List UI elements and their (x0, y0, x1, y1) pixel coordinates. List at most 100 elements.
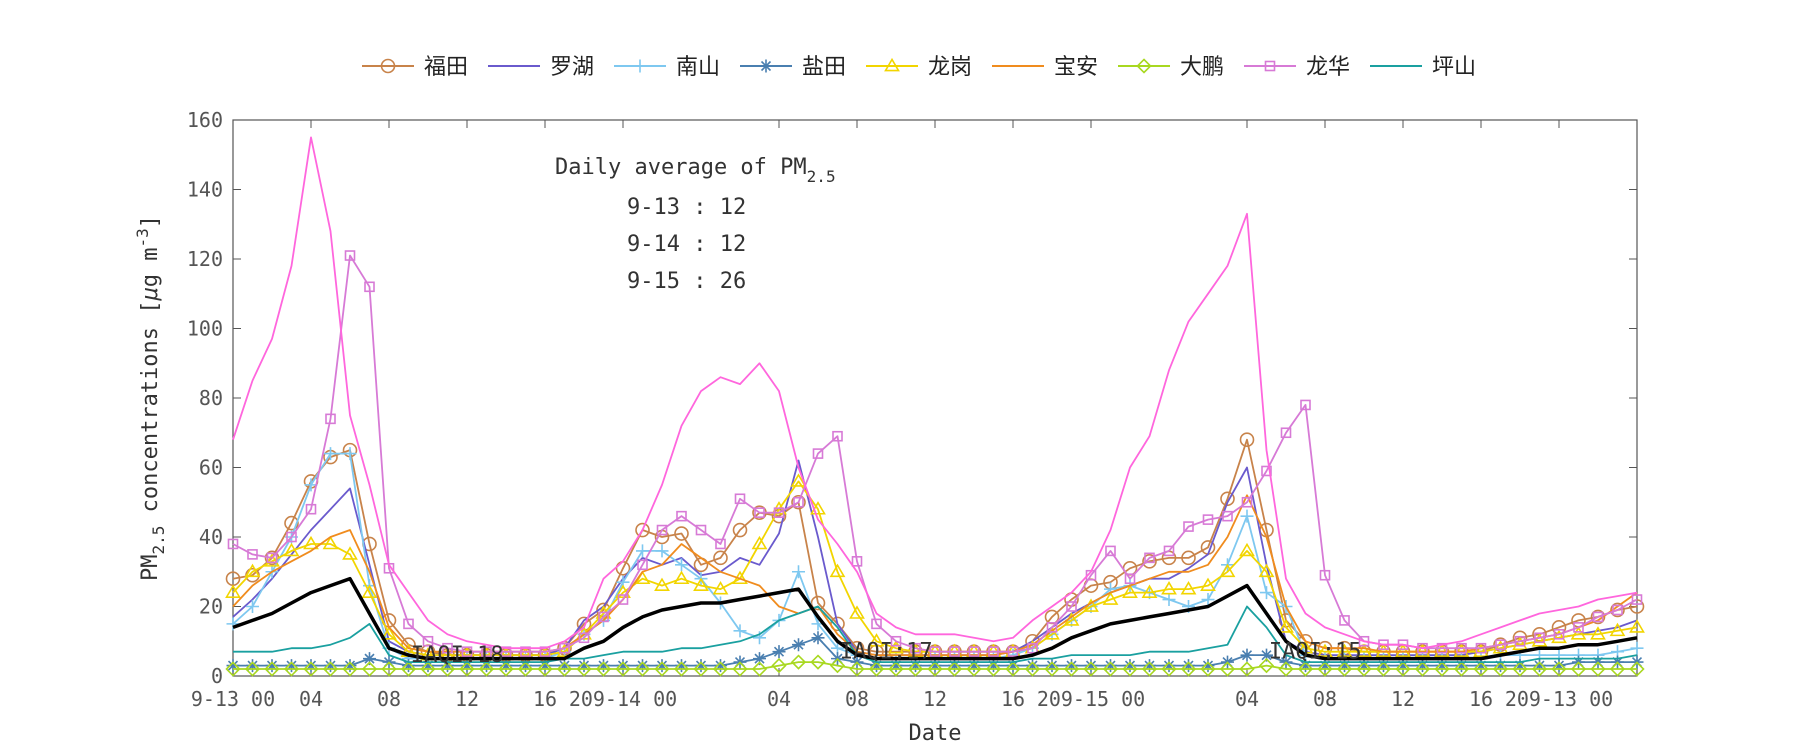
annotation-line-3: 9-15 : 26 (627, 269, 746, 294)
data-point (615, 661, 631, 677)
data-point (811, 631, 825, 645)
data-point (1319, 569, 1331, 581)
data-point (266, 552, 278, 564)
data-point (498, 661, 514, 677)
data-point (324, 659, 337, 673)
data-point (1044, 661, 1060, 677)
data-point (1592, 611, 1604, 623)
data-point (1570, 626, 1587, 640)
legend-item: 龙岗 (866, 55, 972, 80)
data-point (675, 558, 688, 572)
data-point (1141, 584, 1158, 598)
data-point (537, 661, 553, 677)
data-point (361, 584, 378, 598)
data-point (967, 659, 981, 673)
data-point (1297, 661, 1314, 677)
data-point (655, 544, 669, 558)
data-point (1200, 661, 1216, 677)
data-point (1534, 632, 1545, 644)
data-point (829, 563, 846, 578)
data-point (1239, 542, 1255, 557)
data-point (1512, 636, 1528, 651)
data-point (1105, 545, 1116, 557)
data-point (1339, 615, 1350, 626)
data-point (225, 661, 241, 677)
data-point (635, 522, 650, 538)
y-tick-label: 60 (199, 456, 223, 480)
iaqi-label: IAQI:15 (1269, 640, 1362, 665)
data-point (1629, 619, 1645, 633)
data-point (1551, 629, 1567, 644)
data-point (849, 661, 865, 677)
data-point (637, 559, 648, 571)
legend-label: 大鹏 (1180, 55, 1224, 80)
data-point (1357, 659, 1371, 673)
data-point (1590, 661, 1606, 677)
data-point (751, 535, 768, 550)
data-point (1434, 661, 1450, 677)
data-point (693, 661, 709, 677)
data-point (1375, 661, 1392, 677)
data-point (1473, 661, 1489, 677)
data-point (461, 646, 473, 657)
legend-marker (884, 57, 900, 72)
data-point (595, 661, 612, 677)
data-point (868, 661, 885, 677)
data-point (322, 661, 339, 677)
data-point (929, 646, 941, 657)
data-point (1318, 659, 1332, 673)
x-tick-label: 04 (767, 687, 791, 711)
legend-item: 大鹏 (1118, 55, 1224, 80)
data-point (283, 661, 300, 677)
iaqi-label: IAQI:18 (411, 643, 504, 668)
legend-item: 坪山 (1370, 55, 1476, 80)
data-point (285, 659, 298, 673)
legend-marker (633, 59, 647, 73)
data-point (1260, 586, 1273, 600)
data-point (1239, 432, 1255, 448)
data-point (654, 577, 670, 592)
data-point (1065, 659, 1078, 673)
data-point (538, 659, 552, 673)
data-point (578, 632, 590, 644)
legend-item: 盐田 (740, 55, 846, 80)
data-point (381, 661, 397, 677)
data-point (1258, 563, 1275, 578)
data-point (1163, 545, 1175, 557)
legend-label: 福田 (424, 55, 468, 80)
data-point (851, 556, 863, 567)
data-point (361, 661, 378, 677)
data-point (1278, 661, 1294, 677)
data-point (1356, 643, 1372, 658)
data-point (733, 624, 747, 638)
data-point (1533, 659, 1546, 673)
data-point (946, 661, 963, 677)
data-point (674, 526, 689, 541)
data-point (714, 659, 727, 673)
data-point (520, 646, 531, 657)
data-point (1143, 659, 1156, 673)
data-point (264, 661, 280, 677)
x-tick-label: 209-13 00 (1505, 687, 1613, 711)
x-tick-label: 04 (299, 687, 323, 711)
legend-item: 福田 (362, 55, 468, 80)
data-point (558, 659, 571, 673)
data-point (1553, 628, 1565, 640)
data-point (793, 496, 804, 508)
data-point (1240, 648, 1254, 662)
data-point (751, 661, 768, 677)
x-axis-label: Date (909, 721, 962, 746)
data-point (985, 661, 1002, 677)
y-axis: 0 20 40 60 80 100 120 140 160 (187, 108, 1637, 688)
data-point (402, 659, 415, 673)
data-point (1531, 661, 1548, 677)
data-point (1083, 661, 1099, 677)
data-point (694, 659, 708, 673)
data-point (713, 550, 728, 566)
data-point (284, 515, 299, 531)
data-point (1414, 661, 1431, 677)
data-point (1609, 661, 1626, 677)
data-point (420, 661, 436, 677)
x-tick-label: 16 (533, 687, 557, 711)
data-point (1006, 659, 1020, 673)
